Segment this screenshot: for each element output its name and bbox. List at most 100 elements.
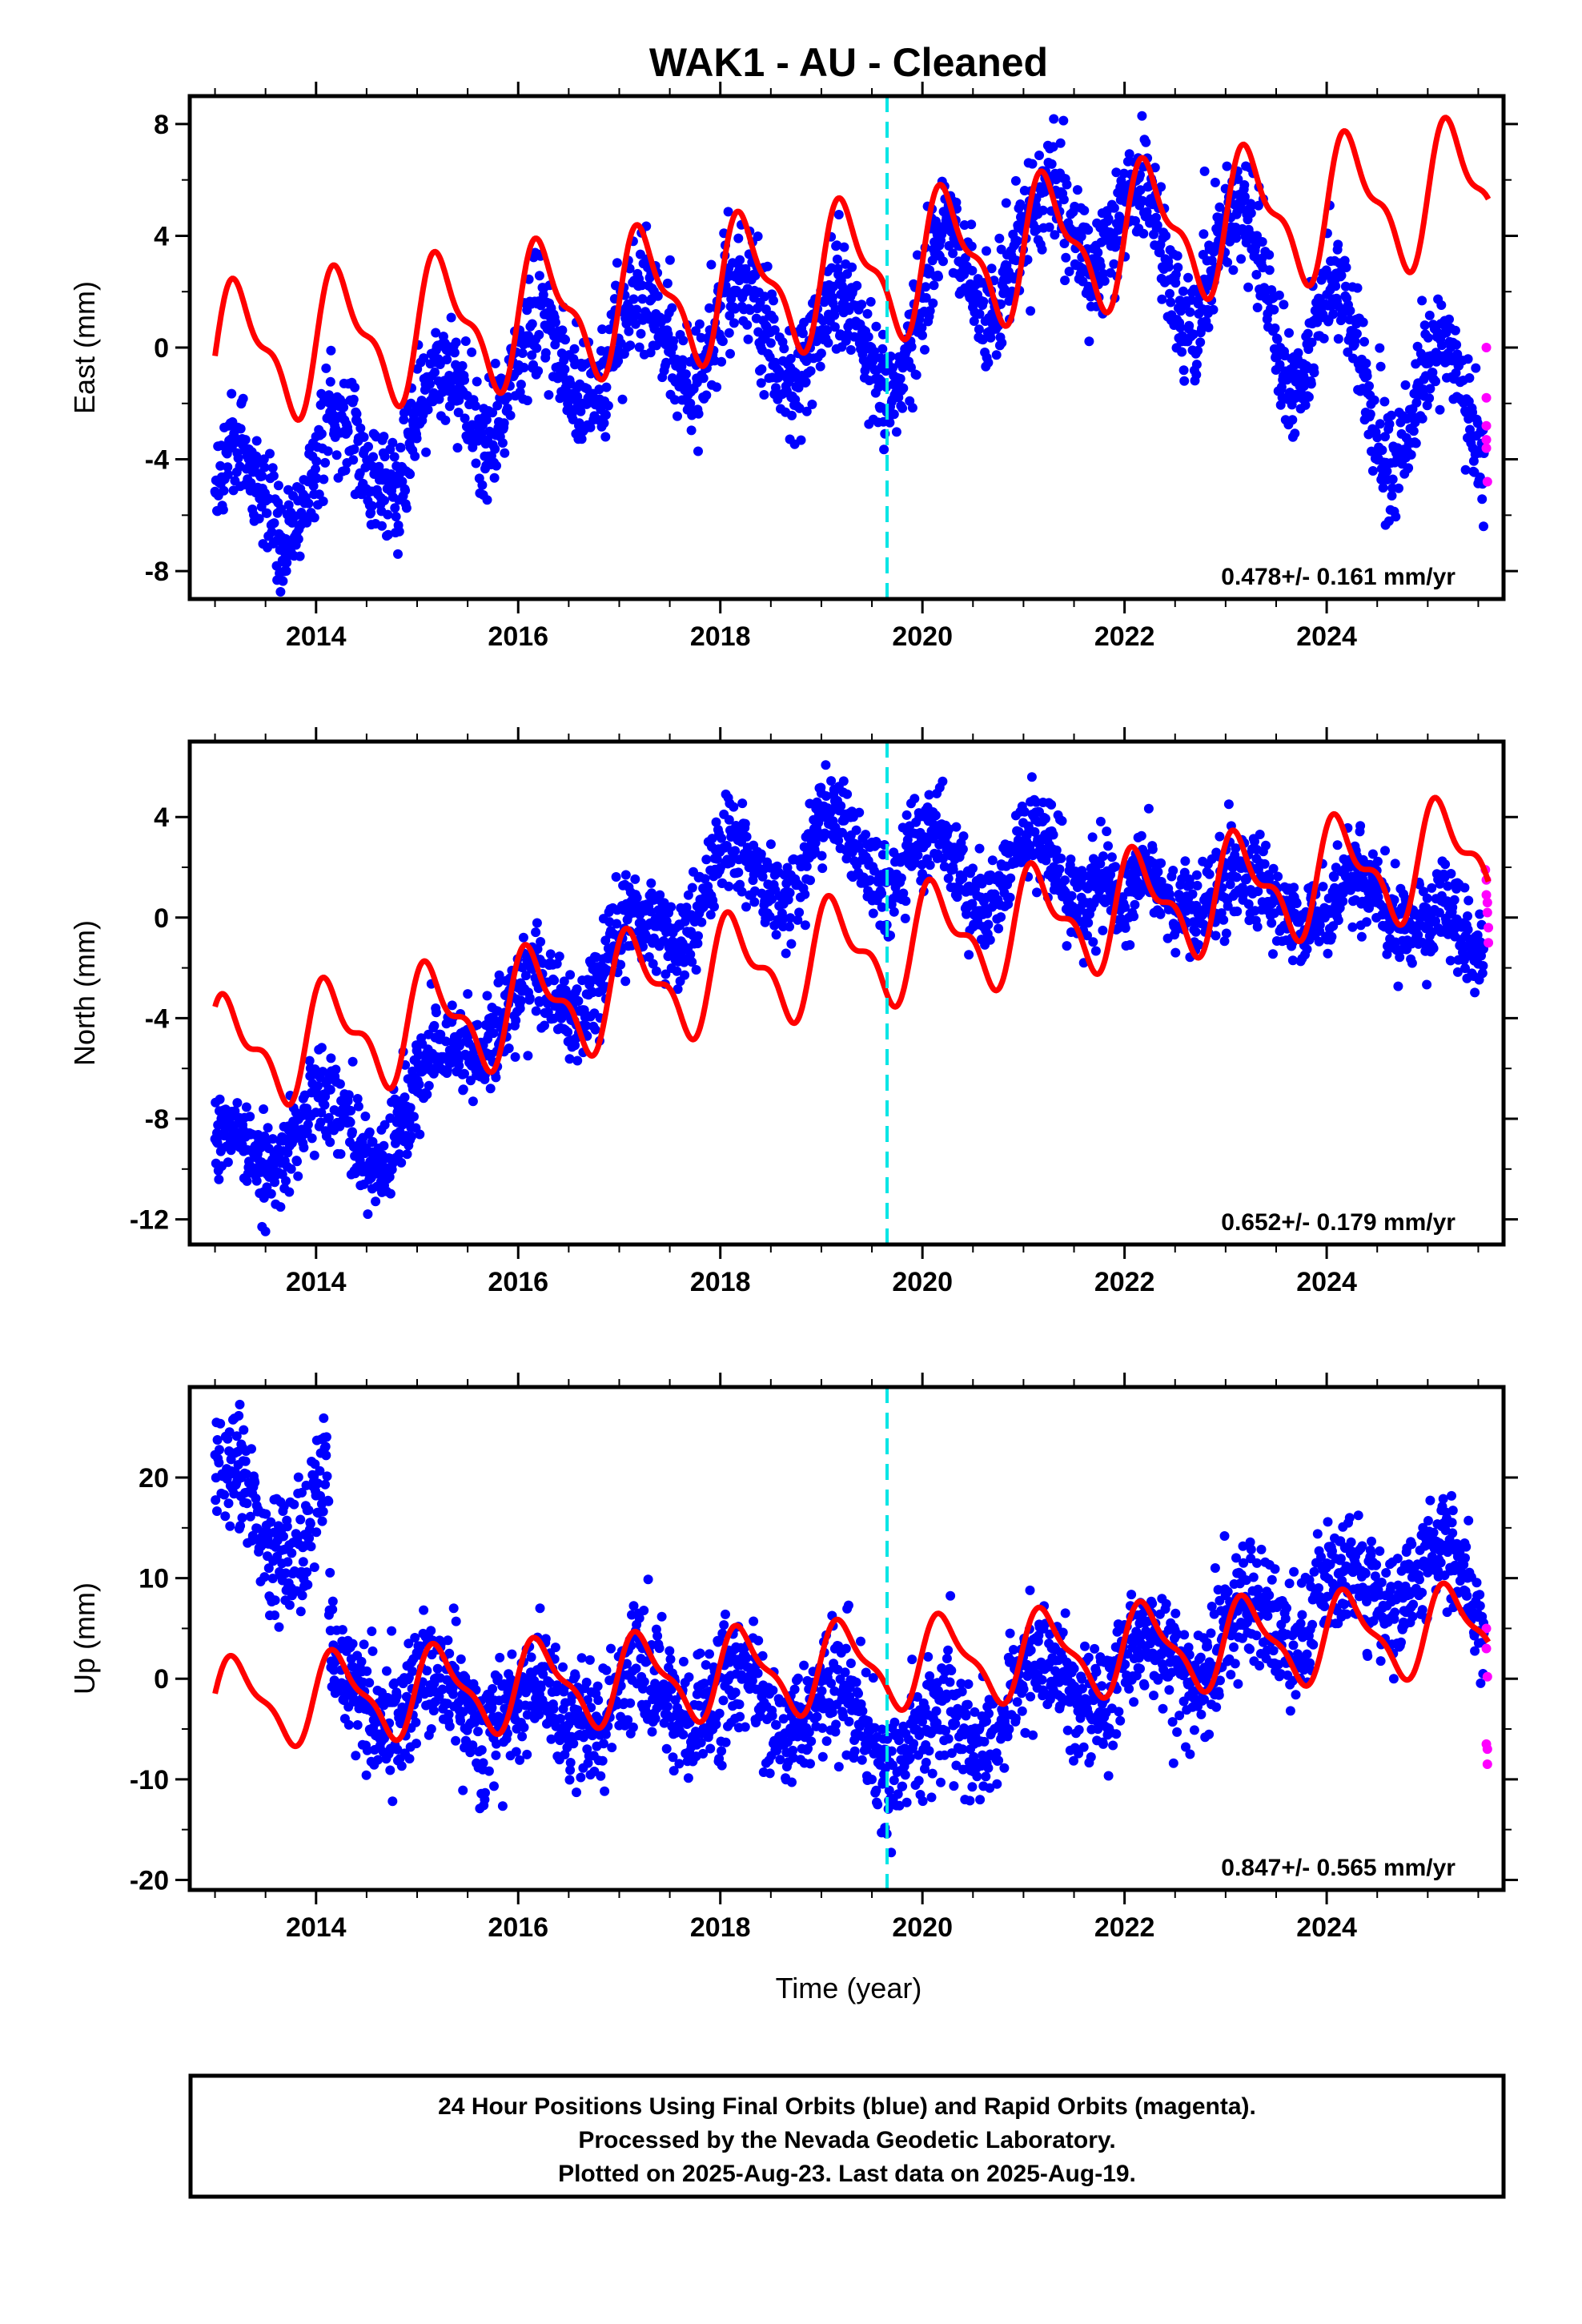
north-final-point — [1155, 909, 1166, 919]
east-final-point — [801, 406, 812, 416]
north-final-point — [536, 937, 546, 947]
east-final-point — [1377, 445, 1387, 456]
east-final-point — [383, 509, 393, 520]
east-final-point — [634, 342, 644, 352]
east-final-point — [1477, 494, 1488, 505]
north-final-point — [309, 1150, 319, 1160]
east-final-point — [921, 282, 931, 292]
east-final-point — [1275, 400, 1286, 410]
north-final-point — [468, 1096, 478, 1107]
north-final-point — [1393, 981, 1403, 991]
east-final-point — [1137, 111, 1147, 121]
east-final-point — [1424, 310, 1435, 320]
north-final-point — [693, 931, 703, 941]
north-final-point — [1302, 944, 1312, 955]
east-final-point — [1272, 334, 1283, 344]
north-final-point — [1372, 856, 1383, 866]
north-final-point — [1291, 899, 1302, 908]
north-final-point — [901, 810, 912, 820]
north-final-point — [813, 818, 824, 828]
east-final-point — [753, 327, 764, 337]
north-final-point — [1338, 896, 1348, 907]
east-final-point — [832, 240, 842, 251]
north-final-point — [1464, 895, 1474, 906]
east-final-point — [991, 350, 1002, 360]
east-final-point — [1394, 483, 1403, 493]
north-final-point — [817, 863, 828, 874]
north-final-point — [1100, 897, 1110, 907]
east-final-point — [733, 233, 744, 243]
east-rapid-point — [1481, 343, 1492, 352]
north-final-point — [1219, 915, 1229, 925]
east-final-point — [472, 376, 482, 387]
north-final-point — [928, 834, 938, 844]
east-final-point — [1058, 115, 1069, 126]
north-final-point — [422, 1089, 432, 1100]
east-final-point — [1072, 185, 1082, 195]
north-final-point — [1268, 949, 1278, 959]
north-final-point — [1367, 849, 1378, 859]
east-final-point — [796, 435, 806, 445]
east-final-point — [670, 395, 680, 405]
east-final-point — [1199, 229, 1209, 239]
plot-area — [210, 760, 1494, 1236]
north-final-point — [889, 907, 899, 917]
north-final-point — [516, 995, 526, 1006]
east-final-point — [1099, 275, 1110, 286]
north-final-point — [1445, 955, 1456, 966]
north-final-point — [865, 875, 876, 885]
east-final-point — [350, 382, 360, 392]
north-final-point — [1231, 843, 1241, 854]
east-final-point — [446, 312, 456, 323]
x-tick-label: 2022 — [1094, 621, 1155, 652]
east-final-point — [797, 328, 808, 339]
east-final-point — [1163, 262, 1174, 272]
north-final-point — [447, 1000, 457, 1011]
north-final-point — [364, 1127, 375, 1137]
east-final-point — [390, 503, 400, 513]
east-final-point — [460, 375, 469, 385]
north-final-point — [1179, 867, 1190, 878]
north-final-point — [518, 932, 528, 943]
north-final-point — [924, 790, 934, 800]
east-final-point — [759, 390, 769, 400]
north-final-point — [554, 951, 564, 962]
east-final-point — [359, 432, 369, 442]
north-final-point — [1427, 883, 1437, 893]
north-final-point — [1191, 870, 1202, 880]
north-final-point — [786, 939, 797, 949]
north-final-point — [229, 1120, 239, 1131]
east-final-point — [907, 403, 917, 413]
east-final-point — [787, 410, 797, 420]
east-final-point — [1411, 397, 1422, 408]
east-final-point — [969, 316, 979, 326]
north-final-point — [1051, 845, 1062, 855]
east-final-point — [667, 303, 677, 313]
east-final-point — [1436, 300, 1447, 310]
east-final-point — [1403, 463, 1414, 473]
east-final-point — [1452, 340, 1462, 350]
east-final-point — [482, 495, 492, 505]
east-final-point — [268, 471, 279, 481]
east-final-point — [308, 480, 319, 491]
north-final-point — [281, 1176, 291, 1186]
north-final-point — [700, 874, 710, 884]
east-final-point — [1048, 142, 1058, 152]
east-final-point — [857, 300, 867, 310]
east-final-point — [673, 411, 682, 421]
north-final-point — [1062, 941, 1072, 951]
north-final-point — [1355, 821, 1366, 831]
east-final-point — [281, 566, 291, 576]
north-final-point — [316, 1043, 327, 1053]
east-final-point — [1062, 179, 1072, 190]
north-final-point — [1170, 947, 1181, 958]
east-rapid-point — [1481, 443, 1492, 453]
north-final-point — [1389, 895, 1399, 905]
east-final-point — [1178, 365, 1189, 376]
east-final-point — [877, 329, 888, 340]
east-final-point — [533, 366, 544, 376]
north-final-point — [620, 870, 631, 880]
east-final-point — [925, 265, 935, 275]
east-final-point — [1369, 395, 1379, 405]
east-final-point — [540, 348, 551, 358]
